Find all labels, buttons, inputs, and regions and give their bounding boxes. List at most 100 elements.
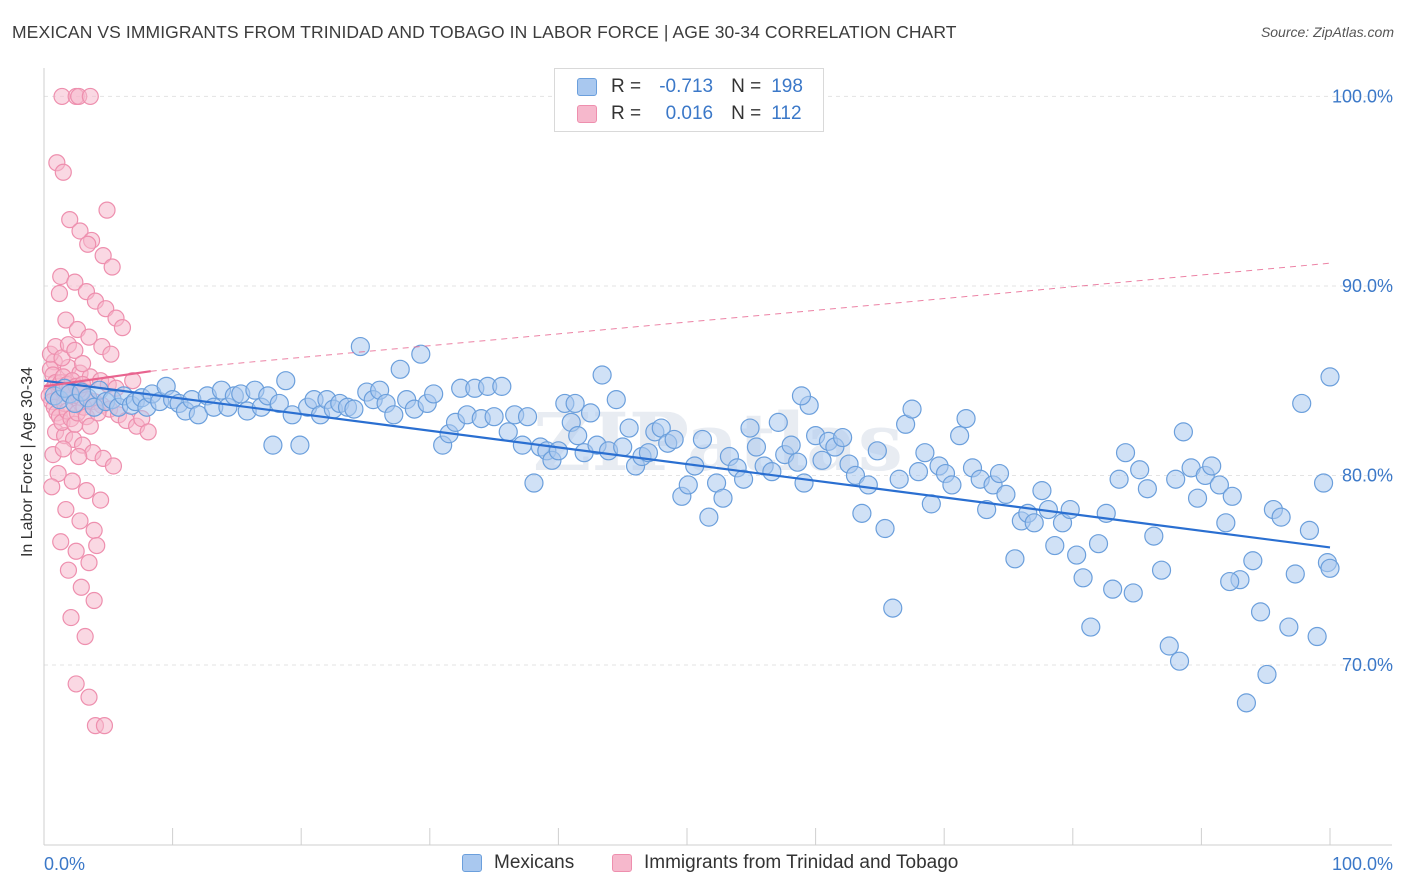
- data-point: [875, 518, 895, 539]
- data-point: [791, 386, 812, 406]
- data-point: [1236, 693, 1257, 713]
- legend-r-value: 0.016: [665, 103, 714, 124]
- data-point: [66, 273, 84, 291]
- bottom-legend-swatch-pink: [612, 854, 632, 872]
- data-point: [85, 521, 103, 540]
- data-point: [1202, 456, 1222, 476]
- data-point: [1067, 545, 1087, 565]
- data-point: [290, 435, 310, 455]
- data-point: [1137, 479, 1157, 499]
- data-point: [71, 222, 89, 240]
- trend-line-trinidad: [43, 370, 151, 388]
- data-point: [1024, 513, 1044, 533]
- data-point: [740, 418, 760, 438]
- data-point: [263, 435, 283, 455]
- data-point: [996, 484, 1016, 505]
- grid-lines: [44, 95, 1392, 666]
- data-point: [902, 399, 922, 419]
- data-point: [70, 447, 88, 466]
- bottom-legend-label: Mexicans: [494, 852, 575, 873]
- data-point: [1257, 664, 1277, 685]
- y-tick-label: 100.0%: [1332, 86, 1393, 106]
- data-point: [950, 426, 970, 446]
- data-point: [1088, 534, 1109, 554]
- data-point: [103, 258, 121, 276]
- legend-swatch-blue: [577, 78, 597, 96]
- data-point: [139, 423, 157, 441]
- data-point: [942, 475, 962, 495]
- data-point: [794, 473, 814, 493]
- data-point: [915, 443, 935, 463]
- data-point: [678, 475, 698, 495]
- data-point: [713, 488, 733, 508]
- data-point: [104, 457, 123, 475]
- data-point: [1060, 499, 1080, 520]
- data-point: [1045, 535, 1065, 556]
- data-point: [1151, 560, 1172, 580]
- data-point: [852, 503, 872, 523]
- data-point: [85, 591, 103, 610]
- data-point: [73, 355, 92, 373]
- legend-n-value: 198: [771, 76, 803, 97]
- data-point: [344, 399, 364, 419]
- x-tick-label: 100.0%: [1332, 854, 1393, 874]
- data-point: [1130, 460, 1150, 480]
- data-point: [76, 627, 94, 646]
- axes: [43, 68, 1392, 846]
- data-point: [1173, 422, 1193, 442]
- data-point: [845, 465, 866, 486]
- data-point: [1073, 568, 1093, 588]
- data-point: [102, 345, 120, 363]
- data-point: [1169, 651, 1190, 671]
- y-tick-label: 80.0%: [1342, 465, 1393, 485]
- trend-line-mexicans: [43, 379, 1331, 549]
- data-point: [812, 450, 832, 470]
- data-point: [1320, 367, 1340, 387]
- data-point: [1209, 475, 1230, 495]
- legend-r-label: R =: [611, 76, 642, 97]
- data-point: [989, 463, 1010, 484]
- data-point: [733, 469, 754, 489]
- data-point: [768, 412, 788, 432]
- legend-n-label: N =: [731, 103, 762, 124]
- data-point: [638, 443, 659, 463]
- data-point: [1299, 520, 1320, 541]
- data-point: [59, 561, 78, 579]
- data-point: [524, 473, 544, 493]
- legend-n-value: 112: [771, 103, 802, 124]
- data-point: [88, 536, 106, 555]
- data-point: [692, 429, 713, 450]
- tick-labels: 70.0% 80.0% 90.0% 100.0% 0.0% 100.0%: [44, 86, 1393, 874]
- data-point: [43, 478, 61, 496]
- data-point: [81, 87, 99, 106]
- bottom-legend-label: Immigrants from Trinidad and Tobago: [644, 852, 959, 873]
- legend-row-trinidad: R = 0.016 N = 112: [577, 103, 802, 125]
- data-point: [81, 417, 99, 435]
- data-point: [619, 418, 639, 438]
- data-point: [1220, 571, 1240, 592]
- data-point: [71, 512, 89, 530]
- data-point: [746, 437, 767, 457]
- data-point: [699, 507, 719, 527]
- data-point: [1159, 636, 1179, 656]
- data-point: [1271, 507, 1291, 527]
- bottom-legend: Mexicans Immigrants from Trinidad and To…: [0, 852, 1406, 878]
- y-axis-label: In Labor Force | Age 30-34: [19, 366, 36, 558]
- data-point: [62, 608, 80, 627]
- data-point: [1285, 564, 1305, 584]
- data-point: [350, 336, 370, 357]
- data-point: [1320, 558, 1340, 578]
- data-point: [1032, 481, 1052, 501]
- data-point: [269, 393, 289, 414]
- data-point: [781, 435, 801, 455]
- data-point: [1109, 469, 1129, 489]
- data-point: [1222, 486, 1242, 506]
- data-point: [1187, 488, 1208, 508]
- data-point: [1144, 526, 1164, 546]
- data-point: [492, 376, 512, 396]
- data-point: [548, 441, 569, 461]
- data-point: [1307, 626, 1327, 647]
- data-point: [883, 598, 903, 618]
- data-point: [858, 475, 878, 495]
